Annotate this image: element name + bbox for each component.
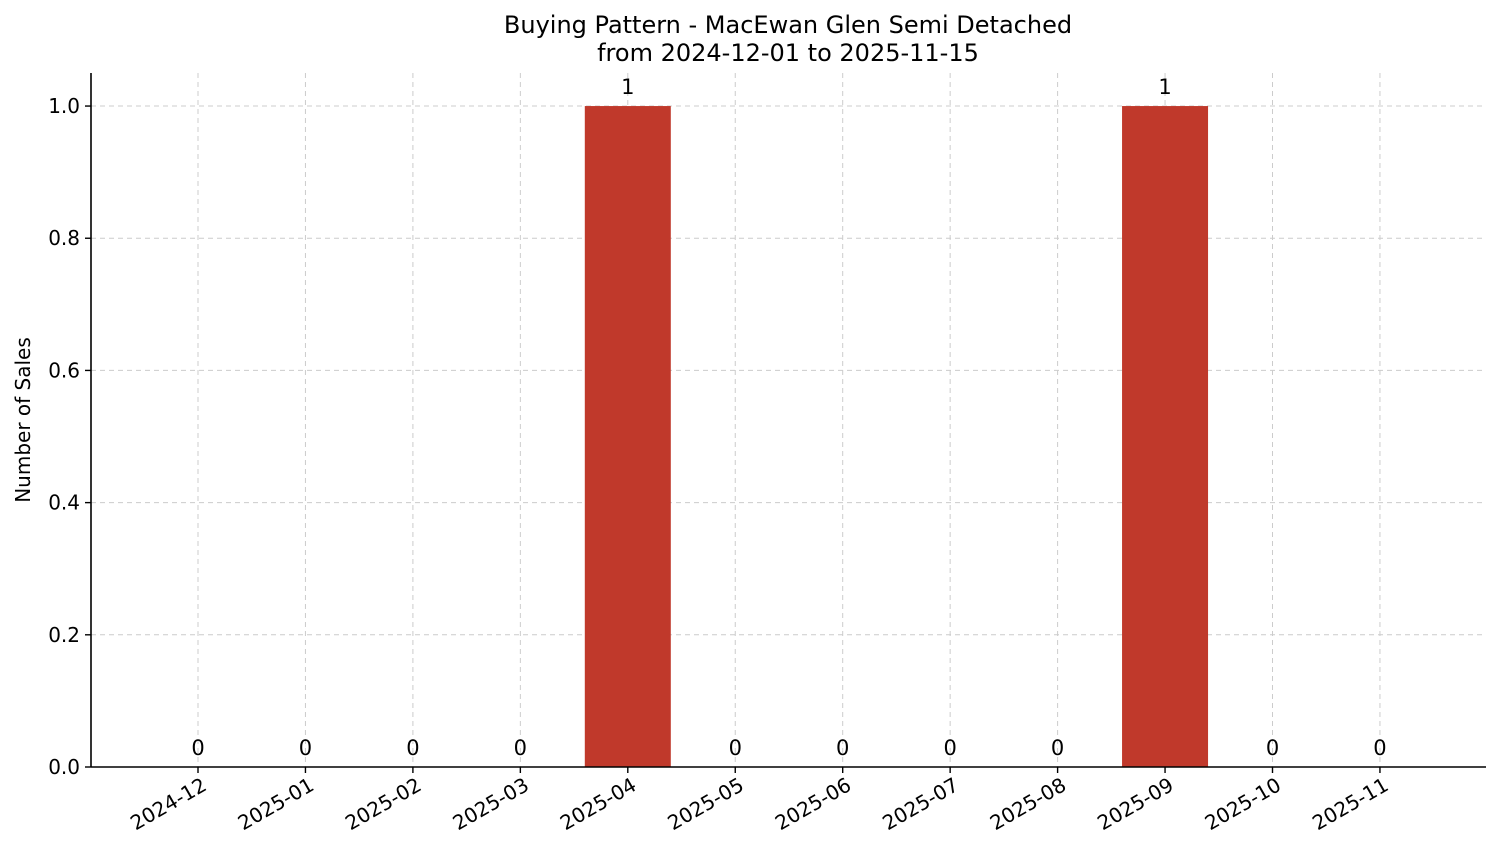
- bar-value-label: 0: [406, 736, 419, 760]
- chart-title: Buying Pattern - MacEwan Glen Semi Detac…: [504, 11, 1072, 39]
- bar: [1122, 106, 1209, 768]
- bar-value-label: 0: [1266, 736, 1279, 760]
- bar-value-label: 0: [299, 736, 312, 760]
- x-tick-label: 2025-02: [341, 773, 425, 836]
- x-tick-label: 2025-10: [1201, 773, 1285, 836]
- x-tick-label: 2025-06: [771, 773, 855, 836]
- y-tick-label: 0.2: [48, 623, 80, 647]
- bar-value-label: 1: [1158, 75, 1171, 99]
- axes-layer: [90, 73, 1486, 768]
- y-tick-label: 0.4: [48, 491, 80, 515]
- x-tick-label: 2025-03: [448, 773, 532, 836]
- bar-value-label: 0: [1051, 736, 1064, 760]
- bar-value-label: 0: [191, 736, 204, 760]
- bar: [584, 106, 671, 768]
- x-tick-label: 2024-12: [126, 773, 210, 836]
- grid-layer: [91, 73, 1486, 767]
- x-tick-label: 2025-05: [663, 773, 747, 836]
- x-tick-label: 2025-08: [986, 773, 1070, 836]
- y-ticks-layer: 0.0 0.2 0.4 0.6 0.8 1.0: [48, 94, 91, 779]
- bar-value-label: 1: [621, 75, 634, 99]
- bar-value-label: 0: [729, 736, 742, 760]
- bar-value-label: 0: [943, 736, 956, 760]
- y-axis-label: Number of Sales: [11, 337, 35, 503]
- data-labels-layer: 0 0 0 0 1 0 0 0 0 1 0 0: [191, 75, 1386, 760]
- x-tick-label: 2025-11: [1308, 773, 1392, 836]
- y-tick-label: 0.8: [48, 226, 80, 250]
- x-tick-label: 2025-09: [1093, 773, 1177, 836]
- bar-value-label: 0: [514, 736, 527, 760]
- y-tick-label: 0.6: [48, 358, 80, 382]
- chart-subtitle: from 2024-12-01 to 2025-11-15: [597, 39, 979, 67]
- bar-value-label: 0: [836, 736, 849, 760]
- y-tick-label: 0.0: [48, 755, 80, 779]
- x-tick-label: 2025-04: [556, 773, 640, 836]
- y-tick-label: 1.0: [48, 94, 80, 118]
- x-tick-label: 2025-01: [234, 773, 318, 836]
- x-tick-label: 2025-07: [878, 773, 962, 836]
- x-ticks-layer: 2024-12 2025-01 2025-02 2025-03 2025-04 2025-…: [126, 767, 1392, 835]
- bars-layer: [584, 106, 1209, 768]
- bar-value-label: 0: [1373, 736, 1386, 760]
